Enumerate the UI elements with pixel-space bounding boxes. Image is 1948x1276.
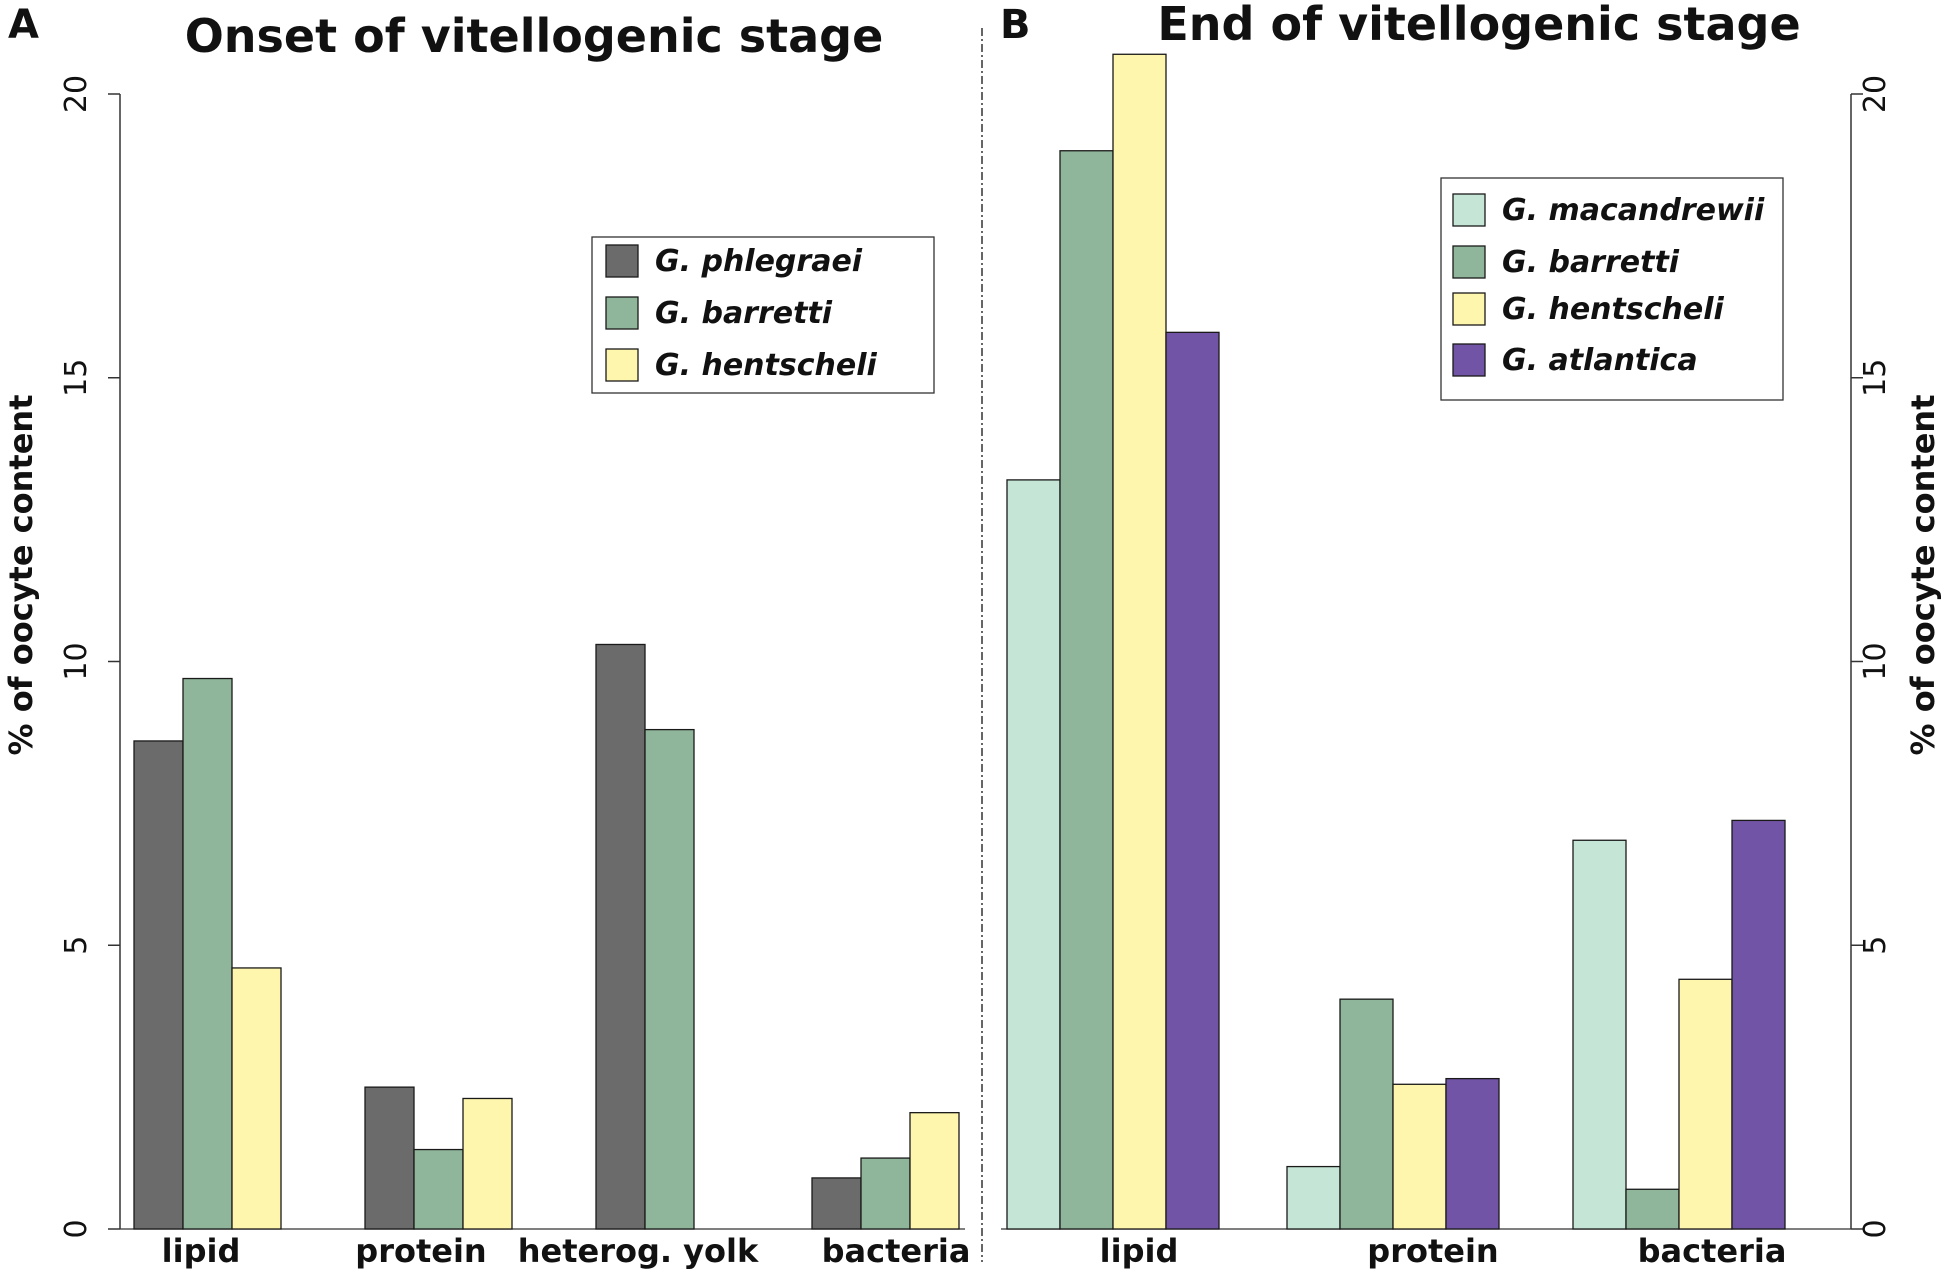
panel-a-title: Onset of vitellogenic stage xyxy=(185,9,884,63)
bar-protein-g-atlantica xyxy=(1445,1077,1500,1230)
bar-lipid-g-hentscheli xyxy=(231,967,282,1230)
panel-b-title: End of vitellogenic stage xyxy=(1157,0,1800,51)
panel-a-y-tick-label: 0 xyxy=(59,1219,94,1238)
panel-a-letter: A xyxy=(8,2,39,48)
bar-bacteria-g-phlegraei xyxy=(811,1177,862,1230)
bar-bacteria-g-hentscheli xyxy=(909,1112,960,1230)
category-label-protein: protein xyxy=(355,1232,486,1270)
panel-a-legend: G. phlegraei G. barretti G. hentscheli xyxy=(591,236,935,394)
legend-label-g-barretti: G. barretti xyxy=(1502,245,1680,280)
legend-box xyxy=(1440,177,1784,401)
bar-lipid-g-barretti xyxy=(1059,150,1114,1230)
category-label-lipid: lipid xyxy=(162,1232,241,1270)
legend-box xyxy=(591,236,935,394)
panel-b-y-tick-label: 10 xyxy=(1858,642,1893,680)
legend-swatch-g-macandrewii xyxy=(1452,193,1486,227)
panel-b-y-tick-label: 0 xyxy=(1858,1219,1893,1238)
panel-a-y-tick-label: 15 xyxy=(59,359,94,397)
legend-label-g-barretti: G. barretti xyxy=(655,296,833,331)
bar-protein-g-phlegraei xyxy=(364,1086,415,1230)
legend-swatch-g-barretti xyxy=(1452,245,1486,279)
legend-label-g-macandrewii: G. macandrewii xyxy=(1502,193,1765,228)
bar-protein-g-macandrewii xyxy=(1286,1165,1341,1230)
panel-a-category-labels: lipid protein heterog. yolk bacteria xyxy=(162,1232,971,1270)
bar-heterog-yolk-g-barretti xyxy=(644,728,695,1230)
legend-label-g-hentscheli: G. hentscheli xyxy=(655,348,877,383)
bar-protein-g-hentscheli xyxy=(1392,1083,1447,1230)
legend-label-g-atlantica: G. atlantica xyxy=(1502,343,1698,378)
category-label-protein: protein xyxy=(1367,1232,1498,1270)
panel-b-y-tick-label: 20 xyxy=(1858,75,1893,113)
bar-protein-g-hentscheli xyxy=(462,1097,513,1230)
bar-bacteria-g-atlantica xyxy=(1731,819,1786,1230)
legend-swatch-g-barretti xyxy=(605,296,639,330)
panel-b-y-axis: 0 5 10 15 20 xyxy=(1001,75,1893,1239)
legend-swatch-g-atlantica xyxy=(1452,343,1486,377)
panel-b-y-tick-label: 15 xyxy=(1858,359,1893,397)
panel-a-y-axis-label: % of oocyte content xyxy=(2,395,40,756)
bar-protein-g-barretti xyxy=(413,1148,464,1230)
panel-b: B End of vitellogenic stage % of oocyte … xyxy=(1000,0,1942,1270)
panel-a-y-tick-label: 10 xyxy=(59,642,94,680)
panel-a: A Onset of vitellogenic stage % of oocyt… xyxy=(2,2,970,1270)
panel-b-letter: B xyxy=(1000,2,1031,48)
legend-swatch-g-hentscheli xyxy=(1452,292,1486,326)
category-label-heterog-yolk: heterog. yolk xyxy=(518,1232,759,1270)
panel-b-legend: G. macandrewii G. barretti G. hentscheli G.… xyxy=(1440,177,1784,401)
bar-bacteria-g-barretti xyxy=(860,1157,911,1230)
bar-bacteria-g-macandrewii xyxy=(1572,839,1627,1230)
bar-lipid-g-phlegraei xyxy=(133,740,184,1230)
panel-b-y-tick-label: 5 xyxy=(1858,936,1893,955)
panel-a-bars xyxy=(133,643,960,1230)
panel-a-y-tick-label: 20 xyxy=(59,75,94,113)
legend-swatch-g-phlegraei xyxy=(605,244,639,278)
bar-bacteria-g-hentscheli xyxy=(1678,978,1733,1230)
legend-swatch-g-hentscheli xyxy=(605,348,639,382)
bar-protein-g-barretti xyxy=(1339,998,1394,1230)
panel-b-y-axis-label: % of oocyte content xyxy=(1904,395,1942,756)
panel-b-category-labels: lipid protein bacteria xyxy=(1100,1232,1787,1270)
bar-bacteria-g-barretti xyxy=(1625,1188,1680,1230)
legend-label-g-hentscheli: G. hentscheli xyxy=(1502,292,1724,327)
bar-lipid-g-hentscheli xyxy=(1112,53,1167,1230)
bar-lipid-g-barretti xyxy=(182,677,233,1230)
category-label-lipid: lipid xyxy=(1100,1232,1179,1270)
bar-heterog-yolk-g-phlegraei xyxy=(595,643,646,1230)
panel-b-bars xyxy=(1006,53,1786,1230)
bar-lipid-g-atlantica xyxy=(1165,331,1220,1230)
panel-a-y-tick-label: 5 xyxy=(59,936,94,955)
category-label-bacteria: bacteria xyxy=(1638,1232,1787,1270)
legend-label-g-phlegraei: G. phlegraei xyxy=(655,244,863,279)
bar-lipid-g-macandrewii xyxy=(1006,479,1061,1230)
category-label-bacteria: bacteria xyxy=(822,1232,971,1270)
